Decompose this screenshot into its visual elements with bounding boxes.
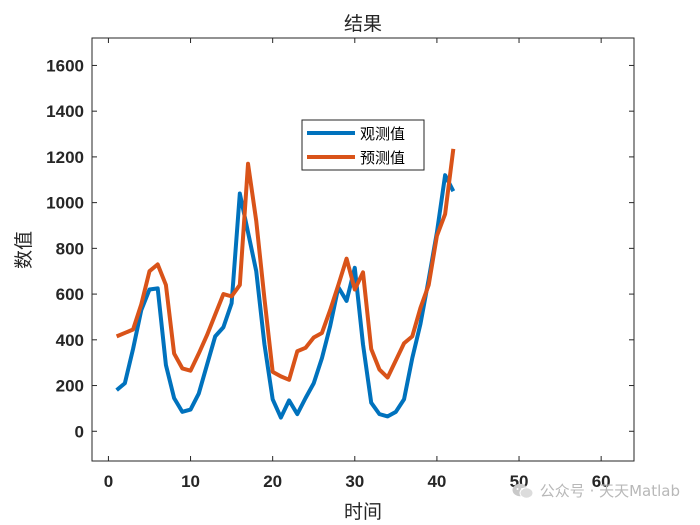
watermark: 公众号 · 天天Matlab <box>512 480 680 501</box>
wechat-icon <box>512 483 534 499</box>
y-tick-label: 600 <box>56 285 84 304</box>
y-tick-label: 800 <box>56 239 84 258</box>
x-tick-label: 0 <box>104 472 113 491</box>
x-axis-label: 时间 <box>344 501 382 523</box>
y-axis: 0 200 400 600 800 1000 1200 1400 1600 <box>46 56 634 441</box>
y-tick-label: 0 <box>75 422 84 441</box>
y-tick-label: 400 <box>56 331 84 350</box>
x-tick-label: 10 <box>181 472 200 491</box>
series-layer <box>115 148 456 420</box>
x-tick-label: 40 <box>427 472 446 491</box>
x-tick-label: 30 <box>345 472 364 491</box>
series-line-predicted <box>115 148 456 382</box>
x-tick-label: 20 <box>263 472 282 491</box>
y-tick-label: 1000 <box>46 194 84 213</box>
y-tick-label: 1400 <box>46 102 84 121</box>
watermark-text: 公众号 · 天天Matlab <box>539 482 680 500</box>
y-tick-label: 1600 <box>46 56 84 75</box>
chart-title: 结果 <box>344 13 382 35</box>
y-tick-label: 200 <box>56 377 84 396</box>
y-tick-label: 1200 <box>46 148 84 167</box>
plot-area <box>91 37 635 462</box>
legend-box <box>301 119 425 171</box>
legend-label-observed: 观测值 <box>360 125 405 143</box>
legend-label-predicted: 预测值 <box>360 149 405 167</box>
legend: 观测值 预测值 <box>301 119 425 171</box>
x-tick-label: 60 <box>592 472 611 491</box>
y-axis-label: 数值 <box>13 231 35 269</box>
series-line-observed <box>115 173 456 420</box>
